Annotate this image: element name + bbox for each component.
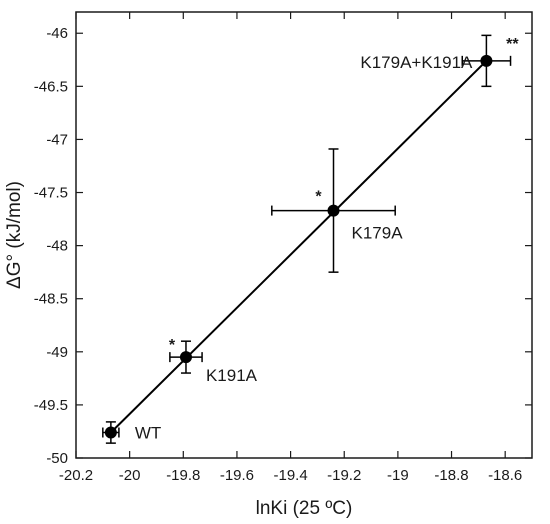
x-tick-label: -19.6 xyxy=(220,467,254,484)
x-axis-label: lnKi (25 ºC) xyxy=(256,498,353,519)
data-point xyxy=(179,351,192,364)
plot-frame xyxy=(75,11,533,459)
point-label: WT xyxy=(135,424,161,443)
x-tick-label: -19.4 xyxy=(273,467,307,484)
data-point xyxy=(480,54,493,67)
x-tick-label: -19.2 xyxy=(327,467,361,484)
x-tick-label: -18.6 xyxy=(488,467,522,484)
x-tick-label: -19.8 xyxy=(166,467,200,484)
fit-line-group xyxy=(110,60,488,434)
significance-marker: ** xyxy=(506,36,519,53)
x-tick-label: -20 xyxy=(119,467,141,484)
data-point xyxy=(104,426,117,439)
significance-marker: * xyxy=(315,189,322,206)
fit-line xyxy=(110,60,488,434)
y-tick-label: -49 xyxy=(46,344,68,361)
point-label: K191A xyxy=(206,366,258,385)
x-tick-label: -20.2 xyxy=(59,467,93,484)
y-tick-label: -49.5 xyxy=(34,397,68,414)
y-tick-label: -47.5 xyxy=(34,185,68,202)
data-points: WT K191A * K179A * K179A+K191A ** xyxy=(102,34,519,444)
data-point xyxy=(327,204,340,217)
y-tick-label: -48 xyxy=(46,238,68,255)
y-tick-label: -46 xyxy=(46,25,68,42)
x-tick-label: -19 xyxy=(387,467,409,484)
y-tick-label: -50 xyxy=(46,450,68,467)
x-axis-ticks: -20.2 -20 -19.8 -19.6 -19.4 -19.2 -19 -18.8 -18.… xyxy=(59,12,522,484)
point-label: K179A xyxy=(352,224,404,243)
y-tick-label: -48.5 xyxy=(34,291,68,308)
y-tick-label: -47 xyxy=(46,131,68,148)
y-axis-label: ΔG° (kJ/mol) xyxy=(4,181,25,289)
x-tick-label: -18.8 xyxy=(434,467,468,484)
y-tick-label: -46.5 xyxy=(34,78,68,95)
point-label: K179A+K191A xyxy=(360,53,473,72)
y-axis-ticks: -50 -49.5 -49 -48.5 -48 -47.5 -47 -46.5 -46 xyxy=(34,25,532,467)
significance-marker: * xyxy=(169,337,176,354)
